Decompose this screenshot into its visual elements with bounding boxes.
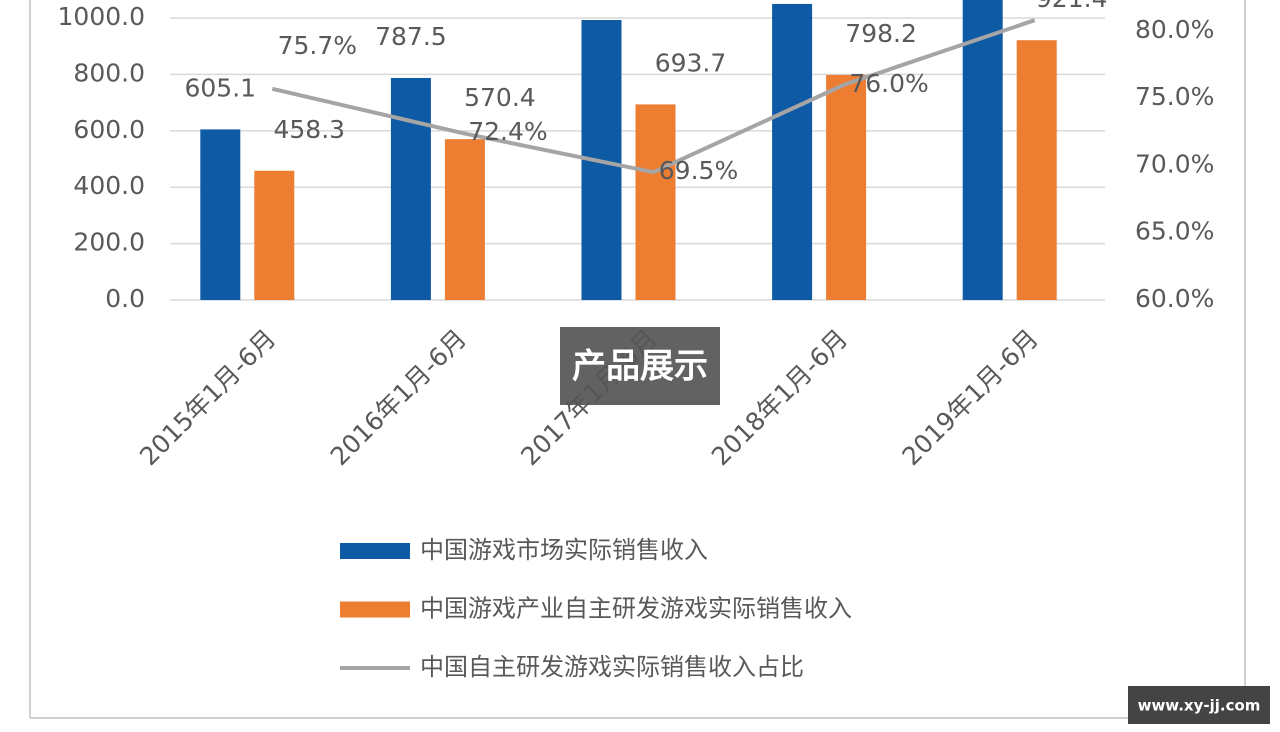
x-tick-label: 2019年1月-6月 [896, 324, 1043, 471]
x-tick-label: 2015年1月-6月 [134, 324, 281, 471]
line [271, 18, 1036, 175]
y-tick-label: 800.0 [73, 58, 145, 87]
line-layer [271, 18, 1036, 175]
bar [826, 74, 867, 300]
legend-swatch [340, 543, 410, 559]
y-tick-label: 0.0 [105, 284, 145, 313]
bar [390, 77, 431, 300]
data-label: 72.4% [468, 117, 547, 146]
data-label: 693.7 [655, 48, 727, 77]
y2-tick-label: 65.0% [1135, 217, 1214, 246]
legend-label: 中国游戏产业自主研发游戏实际销售收入 [420, 595, 852, 623]
site-badge [1128, 686, 1270, 724]
y2-tick-label: 75.0% [1135, 82, 1214, 111]
y-tick-label: 600.0 [73, 115, 145, 144]
legend-label: 中国游戏市场实际销售收入 [420, 536, 708, 564]
bar [200, 129, 241, 300]
data-label: 75.7% [278, 31, 357, 60]
data-label: 605.1 [185, 73, 257, 102]
bar [444, 139, 485, 300]
bar [635, 104, 676, 300]
bars [200, 0, 1057, 300]
y-tick-label: 1000.0 [58, 2, 145, 31]
data-label: 798.2 [845, 19, 917, 48]
data-label: 69.5% [659, 156, 738, 185]
site-text: www.xy-jj.com [1138, 697, 1261, 715]
bar [1016, 40, 1057, 300]
data-label: 570.4 [464, 83, 536, 112]
y-tick-label: 200.0 [73, 228, 145, 257]
legend-swatch [340, 601, 410, 618]
y2-tick-label: 70.0% [1135, 149, 1214, 178]
x-tick-label: 2018年1月-6月 [706, 324, 853, 471]
y2-tick-label: 60.0% [1135, 284, 1214, 313]
x-tick-label: 2016年1月-6月 [325, 324, 472, 471]
bar [962, 0, 1003, 300]
legend-label: 中国自主研发游戏实际销售收入占比 [420, 653, 804, 681]
data-label: 921.4 [1036, 0, 1108, 13]
y2-tick-label: 80.0% [1135, 15, 1214, 44]
overlay-box [560, 327, 720, 405]
bar [254, 170, 295, 300]
overlay-caption: 产品展示 [572, 347, 708, 387]
data-label: 787.5 [375, 22, 447, 51]
data-label: 458.3 [274, 115, 346, 144]
bar [772, 3, 813, 300]
data-label: 76.0% [849, 69, 928, 98]
y-tick-label: 400.0 [73, 171, 145, 200]
